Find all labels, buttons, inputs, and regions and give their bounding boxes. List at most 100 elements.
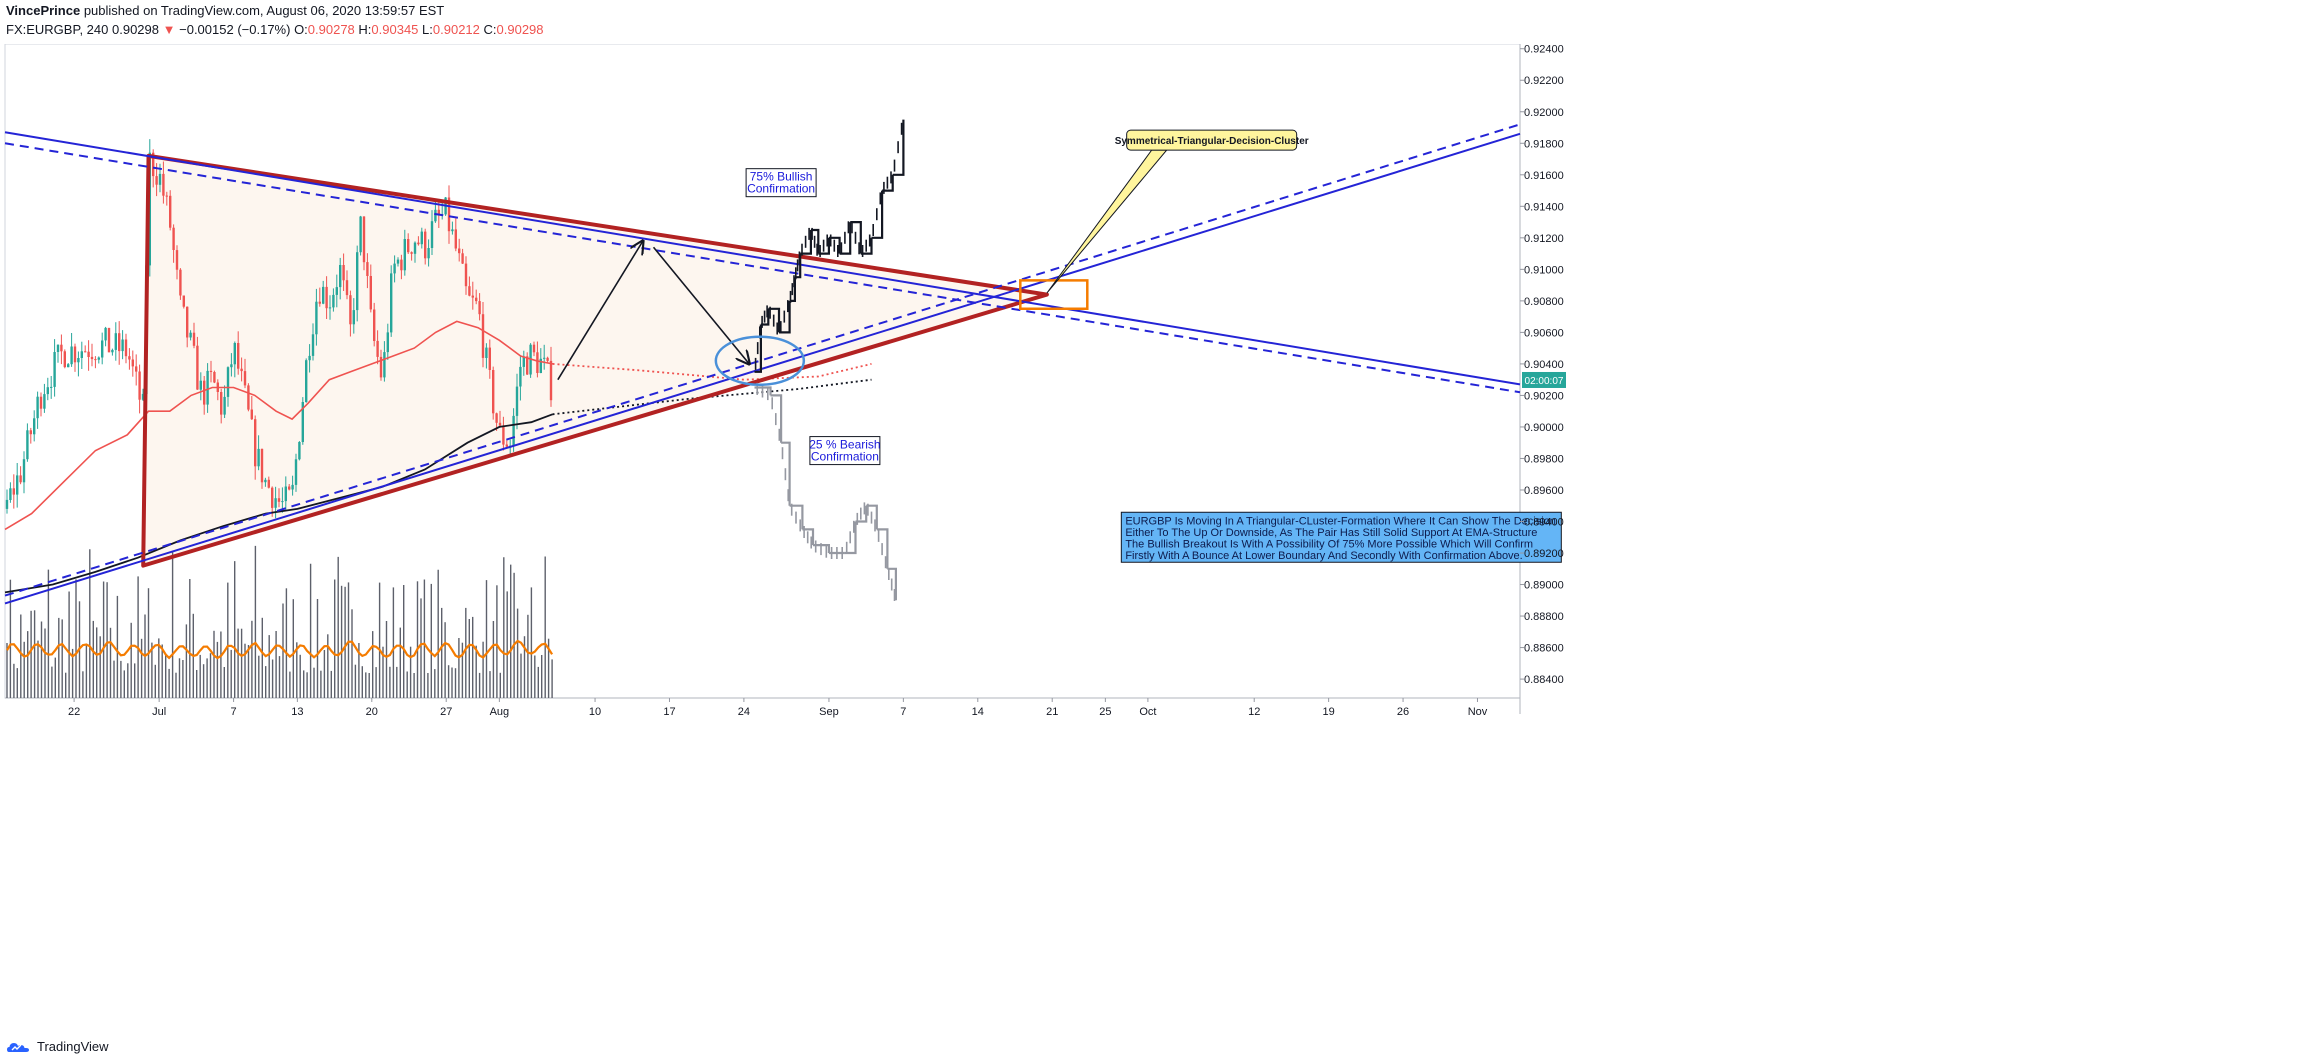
- analysis-text-line: Either To The Up Or Downside, As The Pai…: [1125, 527, 1537, 539]
- candle-body: [46, 387, 49, 395]
- close-value: 0.90298: [496, 22, 544, 37]
- candle-body: [247, 385, 250, 410]
- candle-body: [33, 418, 36, 435]
- candle-body: [39, 396, 43, 409]
- price-chart[interactable]: Symmetrical-Triangular-Decision-Cluster 7…: [0, 44, 2308, 1034]
- candle-body: [169, 195, 172, 228]
- candle-body: [94, 359, 97, 361]
- candle-body: [196, 345, 199, 390]
- time-tick-label: Sep: [819, 706, 839, 718]
- price-change: −0.00152 (−0.17%): [179, 22, 291, 37]
- candle-body: [512, 415, 515, 446]
- candle-body: [257, 448, 260, 467]
- low-label: L:: [422, 22, 433, 37]
- bearish-projection-segment: [754, 386, 772, 396]
- candle-body: [488, 347, 491, 370]
- candle-body: [410, 252, 413, 254]
- author-name[interactable]: VincePrince: [6, 3, 81, 18]
- price-tick-label: 0.90200: [1524, 390, 1564, 402]
- callout-text: Symmetrical-Triangular-Decision-Cluster: [1115, 136, 1309, 147]
- candle-body: [386, 332, 389, 353]
- candle-body: [325, 286, 328, 309]
- chart-header: VincePrince published on TradingView.com…: [0, 0, 2308, 44]
- candle-body: [515, 386, 519, 416]
- candle-body: [468, 286, 471, 296]
- candle-body: [206, 370, 209, 405]
- candle-body: [471, 295, 474, 298]
- candle-body: [373, 309, 376, 341]
- candle-body: [213, 372, 216, 383]
- analysis-textbox: [1120, 511, 1562, 563]
- candle-body: [230, 364, 233, 368]
- candle-body: [281, 501, 284, 503]
- candle-body: [376, 340, 379, 357]
- candle-body: [43, 394, 46, 409]
- candle-body: [29, 430, 32, 435]
- apex-box: [1019, 279, 1089, 311]
- down-arrow-icon: ▼: [162, 22, 176, 37]
- candle-body: [532, 344, 536, 353]
- candle-body: [135, 366, 138, 372]
- current-price-tag: [1522, 371, 1566, 388]
- candle-body: [226, 367, 230, 397]
- bullish-projection-segment: [839, 222, 852, 255]
- candle-body: [141, 393, 145, 400]
- time-tick-label: 13: [291, 706, 303, 718]
- time-tick-label: Nov: [1468, 706, 1488, 718]
- candle-body: [437, 209, 440, 216]
- bullish-projection: [754, 119, 905, 373]
- candle-body: [199, 380, 202, 390]
- candle-body: [73, 346, 77, 363]
- candle-body: [536, 352, 539, 373]
- candle-body: [220, 392, 223, 415]
- candle-body: [458, 248, 461, 254]
- candle-body: [80, 351, 83, 358]
- price-tick-label: 0.92400: [1524, 44, 1564, 56]
- candle-body: [284, 486, 287, 502]
- candle-body: [427, 248, 430, 259]
- triangle-outline: [141, 153, 1049, 568]
- candle-body: [339, 265, 342, 288]
- candle-body: [413, 242, 417, 254]
- tradingview-logo[interactable]: TradingView: [6, 1039, 109, 1054]
- candle-body: [502, 425, 505, 445]
- candle-body: [70, 346, 73, 365]
- candle-body: [454, 229, 457, 249]
- price-tick-label: 0.92000: [1524, 107, 1564, 119]
- candle-body: [111, 349, 114, 353]
- trendline-dashed-3: [4, 123, 1521, 597]
- candle-body: [434, 209, 437, 222]
- candle-body: [36, 396, 39, 419]
- candle-body: [383, 352, 386, 378]
- label-text: 25 % Bearish: [809, 438, 880, 452]
- time-axis: 22 Jul 7 13 20 27 Aug 10 17 24 Sep 7 14 21 25 Oct 12 19 26…: [68, 698, 1488, 718]
- time-tick-label: Jul: [152, 706, 166, 718]
- candle-body: [301, 402, 304, 442]
- time-tick-label: 7: [231, 706, 237, 718]
- candle-body: [155, 176, 158, 185]
- open-value: 0.90278: [307, 22, 355, 37]
- symbol-label[interactable]: FX:EURGBP, 240: [6, 22, 109, 37]
- candle-body: [84, 351, 87, 353]
- candle-body: [138, 371, 141, 400]
- candle-body: [305, 360, 308, 402]
- trendline-solid-0: [4, 131, 1521, 386]
- price-tick-label: 0.91600: [1524, 170, 1564, 182]
- chart-area[interactable]: Symmetrical-Triangular-Decision-Cluster 7…: [0, 44, 2308, 1034]
- candle-body: [60, 344, 63, 352]
- bearish-projection-segment: [802, 528, 815, 546]
- candle-body: [77, 358, 80, 363]
- candle-body: [233, 343, 236, 365]
- candle-body: [315, 301, 318, 335]
- candle-body: [186, 306, 189, 338]
- analysis-text-line: The Bullish Breakout Is With A Possibili…: [1125, 538, 1533, 550]
- volume-pane: [6, 545, 554, 698]
- candle-body: [342, 265, 345, 281]
- bullish-projection-segment: [810, 228, 820, 254]
- candle-body: [26, 430, 29, 460]
- candle-body: [12, 488, 15, 495]
- candle-body: [349, 295, 352, 325]
- time-tick-label: 17: [663, 706, 675, 718]
- candle-body: [311, 334, 315, 356]
- candle-body: [335, 287, 338, 295]
